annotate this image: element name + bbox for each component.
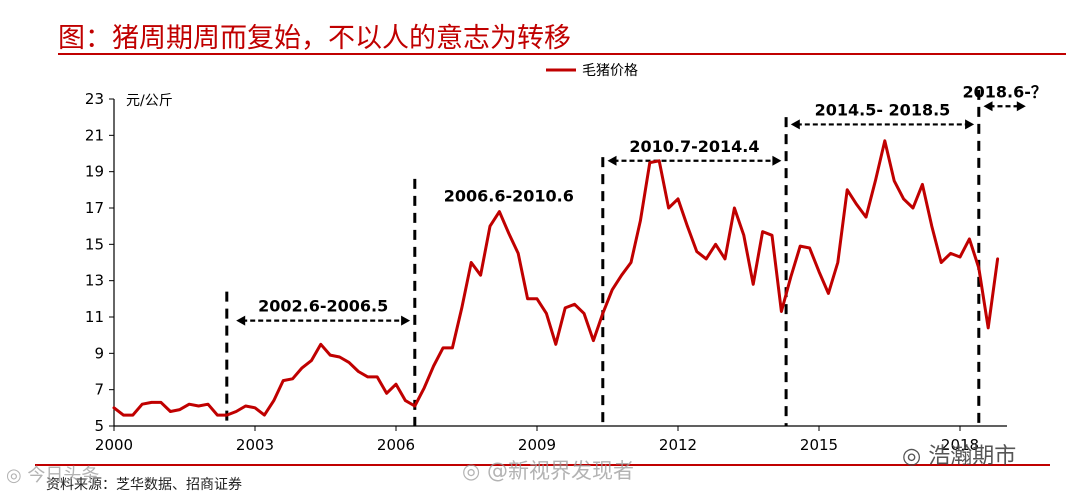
x-tick-label: 2000	[95, 436, 133, 454]
legend: 毛猪价格	[546, 63, 638, 79]
y-tick-label: 9	[94, 344, 104, 362]
y-tick-label: 17	[85, 199, 104, 217]
y-tick-label: 21	[85, 126, 104, 144]
cycle-periods: 2002.6-2006.5 2006.6-2010.6 2010.7-2014.4 2…	[236, 82, 1047, 326]
period-arrowhead	[236, 315, 246, 326]
y-tick-label: 7	[94, 381, 104, 399]
y-tick-label: 11	[85, 308, 104, 326]
x-axis-ticks: 2000 2003 2006 2009 2012 2015 2018	[95, 426, 979, 454]
y-tick-label: 19	[85, 163, 104, 181]
title-underline	[58, 53, 1066, 55]
watermark-center: ◎ @新视界发现者	[462, 459, 634, 483]
chart-axes	[113, 99, 1007, 427]
x-tick-label: 2009	[518, 436, 556, 454]
legend-entry: 毛猪价格	[582, 63, 638, 79]
period-label: 2002.6-2006.5	[258, 297, 388, 316]
y-tick-label: 5	[94, 417, 104, 435]
period-arrowhead	[983, 101, 993, 112]
source-underline	[35, 464, 1050, 466]
x-tick-label: 2012	[659, 436, 697, 454]
y-tick-label: 15	[85, 235, 104, 253]
x-tick-label: 2015	[800, 436, 838, 454]
watermark-right: ◎ 浩瀚期市	[902, 444, 1017, 469]
x-tick-label: 2003	[236, 436, 274, 454]
x-tick-label: 2018	[941, 436, 979, 454]
y-axis-unit: 元/公斤	[126, 93, 173, 109]
chart-title: 图：猪周期周而复始，不以人的意志为转移	[58, 23, 571, 54]
period-arrowhead	[1016, 101, 1026, 112]
period-label: 2010.7-2014.4	[629, 137, 759, 156]
period-arrowhead	[607, 155, 617, 166]
series-line-price	[112, 139, 1000, 417]
y-tick-label: 23	[85, 90, 104, 108]
period-arrowhead	[790, 119, 800, 130]
series-lines	[112, 139, 1000, 417]
y-axis-ticks: 5 7 9 11 13 15 17 19 21 23	[85, 90, 114, 435]
period-label: 2006.6-2010.6	[444, 186, 574, 205]
period-arrowhead	[401, 315, 411, 326]
watermark-left: ◎ 今日头条	[6, 465, 100, 486]
cycle-markers	[225, 89, 981, 426]
y-tick-label: 13	[85, 272, 104, 290]
period-arrowhead	[772, 155, 782, 166]
source-note: 资料来源：芝华数据、招商证券	[46, 477, 242, 493]
period-arrowhead	[965, 119, 975, 130]
period-label: 2014.5- 2018.5	[815, 100, 951, 119]
x-tick-label: 2006	[377, 436, 415, 454]
period-label: 2018.6-？	[962, 82, 1046, 101]
